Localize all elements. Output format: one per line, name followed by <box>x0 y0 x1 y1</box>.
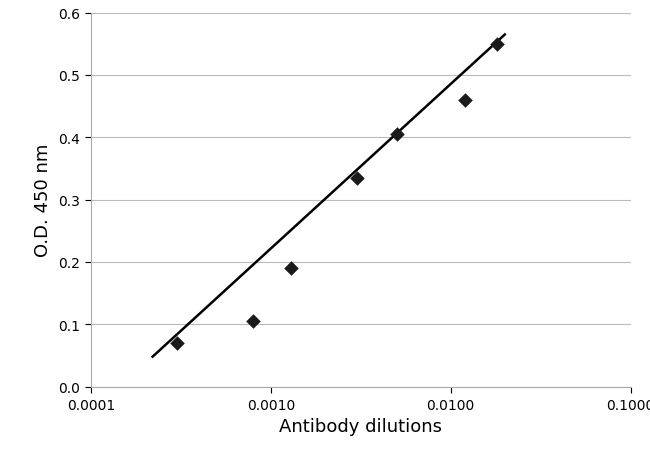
Point <box>248 318 259 325</box>
Y-axis label: O.D. 450 nm: O.D. 450 nm <box>34 144 53 257</box>
Point <box>391 131 402 138</box>
X-axis label: Antibody dilutions: Antibody dilutions <box>280 417 442 435</box>
Point <box>460 97 470 104</box>
Point <box>172 339 182 347</box>
Point <box>286 265 296 272</box>
Point <box>352 175 362 182</box>
Point <box>491 41 502 48</box>
